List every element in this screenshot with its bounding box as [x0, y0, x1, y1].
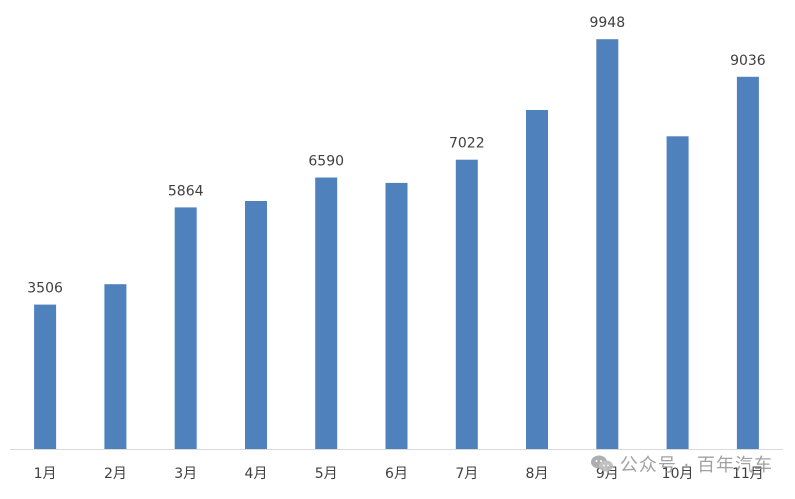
x-tick-labels-layer: 1月 2月 3月 4月 5月 6月 7月 8月 9月 10月 11月: [34, 466, 764, 482]
x-tick-label: 2月: [104, 466, 127, 482]
watermark: 公众号 · 百年汽车: [590, 451, 773, 477]
value-label-9月: 9948: [589, 15, 625, 31]
x-tick-label: 6月: [385, 466, 408, 482]
bar-9月: [596, 39, 619, 449]
value-label-1月: 3506: [27, 281, 63, 297]
x-tick-label: 4月: [245, 466, 268, 482]
watermark-text: 公众号 · 百年汽车: [619, 455, 773, 476]
bar-6月: [385, 182, 408, 449]
bar-7月: [455, 159, 478, 449]
x-tick-label: 8月: [526, 466, 549, 482]
value-label-7月: 7022: [449, 136, 485, 152]
value-labels-layer: 3506 5864 6590 7022 9948 9036: [27, 15, 766, 296]
bar-4月: [245, 201, 267, 449]
bar-5月: [315, 177, 338, 449]
bar-3月: [174, 207, 197, 449]
bars-layer: [34, 39, 759, 450]
value-label-11月: 9036: [730, 53, 766, 69]
x-tick-label: 1月: [34, 466, 57, 482]
x-tick-label: 11月: [732, 466, 764, 482]
x-tick-label: 7月: [455, 466, 478, 482]
bar-10月: [666, 136, 689, 450]
value-label-3月: 5864: [168, 183, 204, 199]
value-label-5月: 6590: [308, 154, 344, 170]
wechat-icon: [590, 454, 614, 474]
bar-1月: [34, 304, 57, 449]
bar-11月: [736, 76, 759, 450]
bar-8月: [526, 110, 548, 449]
x-tick-label: 10月: [662, 466, 694, 482]
bar-2月: [104, 284, 127, 449]
x-tick-label: 3月: [174, 466, 197, 482]
x-tick-label: 5月: [315, 466, 338, 482]
